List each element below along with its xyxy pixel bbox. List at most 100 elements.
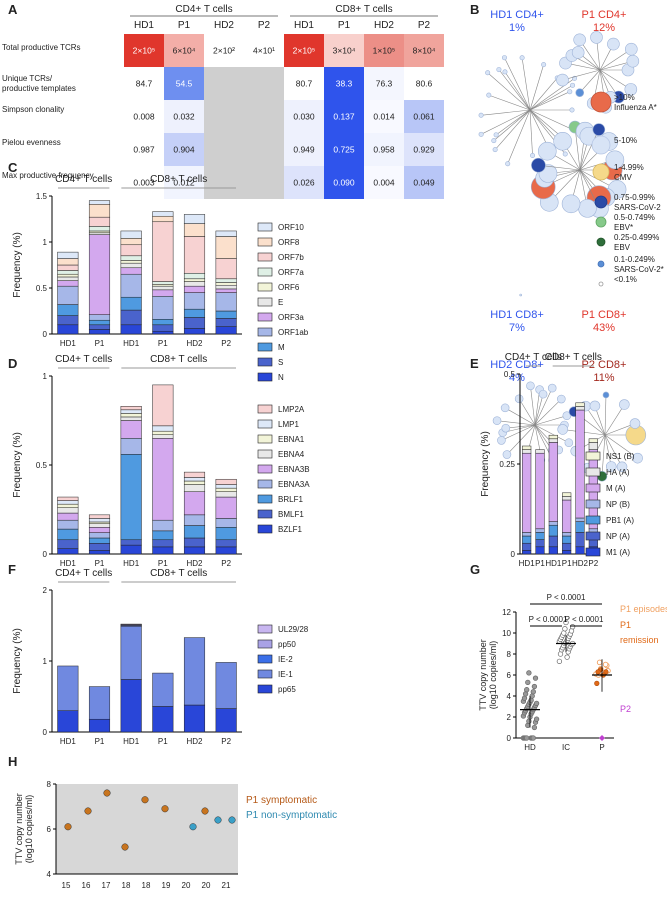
y-tick-label: 2 <box>507 713 512 722</box>
y-tick-label: 0.5 <box>504 370 516 379</box>
network-node <box>570 82 576 88</box>
bar-segment <box>215 491 237 498</box>
heatmap-cell <box>324 67 364 100</box>
network-node <box>557 424 568 435</box>
legend-swatch <box>257 372 273 382</box>
heatmap-cell <box>364 67 404 100</box>
data-point <box>599 735 605 741</box>
x-tick-label: HD1 <box>123 559 140 568</box>
legend-swatch <box>257 222 273 232</box>
network-node <box>531 157 546 173</box>
bar-segment <box>88 329 111 335</box>
y-tick-label: 1 <box>43 372 48 381</box>
legend-label: P2 <box>620 704 631 714</box>
legend-label: S <box>278 358 283 367</box>
bar-segment <box>57 710 79 733</box>
cell-value: 54.5 <box>176 79 193 89</box>
data-point <box>594 680 600 687</box>
bar-segment <box>88 686 111 720</box>
legend-marker <box>594 195 608 209</box>
bar-segment <box>562 499 572 533</box>
bar-segment <box>88 521 111 524</box>
legend-swatch <box>585 499 601 509</box>
legend-label: EBNA4 <box>278 450 305 459</box>
bar-segment <box>88 518 111 523</box>
cell-value: 0.958 <box>373 145 395 155</box>
bar-segment <box>548 442 558 522</box>
group-header: CD4+ T cells <box>55 568 112 579</box>
y-tick-label: 1 <box>43 657 48 666</box>
cell-value: 0.137 <box>333 112 355 122</box>
network-edge <box>480 109 531 135</box>
network-title: P1 CD8+ <box>582 309 627 321</box>
heatmap-cell <box>364 166 404 199</box>
data-point <box>595 669 601 675</box>
bar-segment <box>575 532 585 548</box>
bar-segment <box>57 665 79 711</box>
bar-segment <box>57 496 79 501</box>
data-point <box>103 789 111 797</box>
legend-label: <0.1% <box>614 275 637 284</box>
data-point <box>533 700 540 706</box>
bar-segment <box>120 296 142 311</box>
bar-segment <box>88 230 111 234</box>
network-edge <box>534 394 544 426</box>
legend-label: IE-1 <box>278 670 293 679</box>
bar-segment <box>562 492 572 497</box>
bar-segment <box>120 244 142 257</box>
cell-value: 0.949 <box>293 145 315 155</box>
bar-segment <box>88 550 111 555</box>
heatmap-cell <box>284 67 324 100</box>
network-edge <box>585 405 606 436</box>
legend-swatch <box>257 509 273 519</box>
y-tick-label: 0 <box>511 550 516 559</box>
bar-segment <box>152 330 174 335</box>
network-node <box>553 131 572 151</box>
bar-segment <box>120 230 142 239</box>
network-edge <box>604 394 607 436</box>
x-tick-label: P <box>599 743 604 752</box>
panel-letter-f: F <box>8 562 16 577</box>
legend-label: CMV <box>614 173 632 182</box>
network-node <box>632 452 643 464</box>
bar-segment <box>215 318 237 327</box>
legend-label: NP (A) <box>606 532 630 541</box>
network-edge <box>529 64 544 111</box>
cell-value: 2×10⁵ <box>133 46 156 56</box>
bar-segment <box>562 535 572 544</box>
y-tick-label: 0.5 <box>36 284 48 293</box>
cell-value: 80.6 <box>416 79 433 89</box>
heatmap-cell <box>404 166 444 199</box>
network-edge <box>604 434 638 459</box>
network-edge <box>534 387 553 426</box>
bar-segment <box>152 706 174 733</box>
legend-swatch <box>257 434 273 444</box>
column-header: HD1 <box>134 20 154 31</box>
network-node <box>605 150 625 170</box>
bar-segment <box>152 546 174 555</box>
network-node <box>557 394 566 404</box>
bar-segment <box>183 477 206 482</box>
legend-swatch <box>585 547 601 557</box>
group-header: CD8+ T cells <box>150 354 207 365</box>
y-tick-label: 4 <box>47 870 52 879</box>
legend-swatch <box>257 684 273 694</box>
column-header: P1 <box>178 20 191 31</box>
x-tick-label: 18 <box>122 881 131 890</box>
heatmap-cell <box>324 34 364 67</box>
bar-segment <box>120 324 142 335</box>
network-node <box>561 194 581 214</box>
legend-swatch <box>257 479 273 489</box>
bar-segment <box>215 496 237 519</box>
network-edge <box>604 434 612 467</box>
data-point <box>201 807 209 815</box>
x-tick-label: HD1 <box>519 559 536 568</box>
cell-value: 8×10⁴ <box>413 46 436 56</box>
bar-segment <box>183 278 206 282</box>
data-point <box>161 805 169 813</box>
legend-swatch <box>257 419 273 429</box>
bar-segment <box>522 449 532 454</box>
y-tick-label: 0.5 <box>36 461 48 470</box>
x-tick-label: 20 <box>182 881 191 890</box>
cell-value: 0.003 <box>133 178 155 188</box>
